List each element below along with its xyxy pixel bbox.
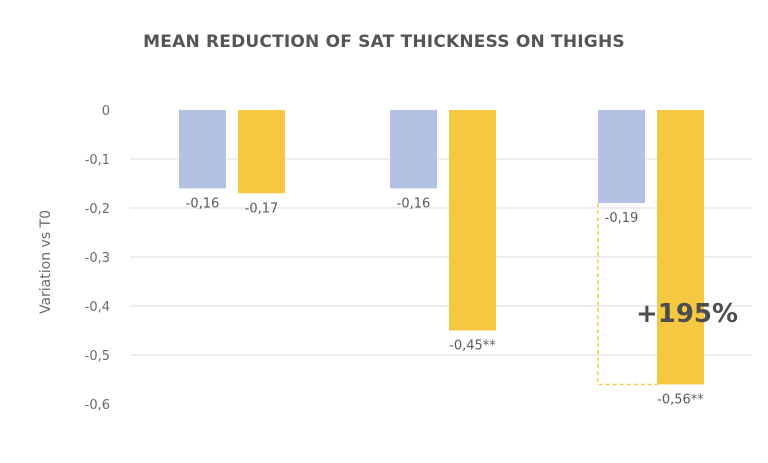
y-tick-label: -0,6 (85, 398, 110, 413)
y-tick-label: -0,5 (85, 349, 110, 364)
y-axis-ticks: 0 -0,1 -0,2 -0,3 -0,4 -0,5 -0,6 (85, 104, 110, 413)
bars (179, 110, 704, 385)
percent-increase-annotation: +195% (636, 299, 738, 329)
bar (657, 110, 704, 385)
bar (238, 110, 285, 194)
y-tick-label: -0,1 (85, 153, 110, 168)
y-tick-label: -0,2 (85, 202, 110, 217)
y-axis-label: Variation vs T0 (38, 210, 54, 314)
dashed-connector (597, 203, 657, 386)
bar-value-label: -0,45** (449, 339, 496, 354)
y-tick-label: -0,3 (85, 251, 110, 266)
bar-value-label: -0,56** (657, 392, 704, 407)
bar (179, 110, 226, 189)
bar-value-label: -0,17 (245, 201, 279, 216)
bar (390, 110, 437, 189)
chart-title: MEAN REDUCTION OF SAT THICKNESS ON THIGH… (143, 32, 625, 52)
y-tick-label: -0,4 (85, 300, 110, 315)
bar-value-label: -0,16 (397, 196, 431, 211)
gridlines (130, 158, 752, 356)
annotation-connector (597, 203, 657, 386)
bar-value-label: -0,16 (186, 196, 220, 211)
bar-value-label: -0,19 (605, 211, 639, 226)
y-tick-label: 0 (102, 104, 110, 119)
bar (598, 110, 645, 204)
bar (449, 110, 496, 331)
data-labels: -0,16 -0,16 -0,19 -0,17 -0,45** -0,56** (186, 196, 705, 407)
